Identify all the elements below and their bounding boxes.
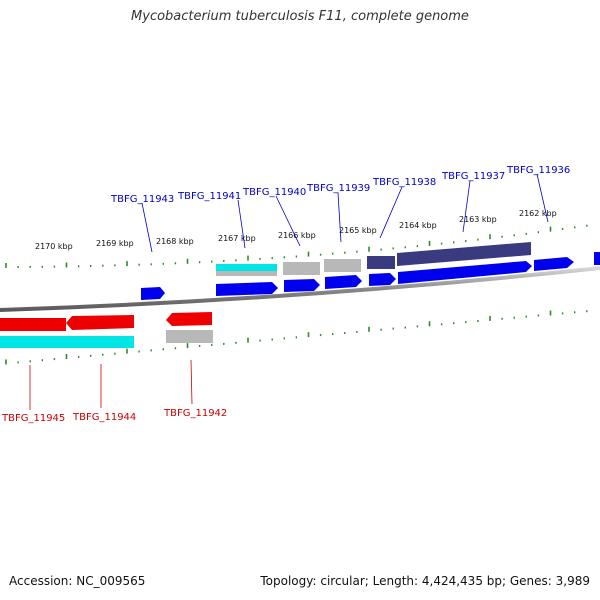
gene-feature[interactable]	[141, 287, 165, 300]
gene-label-top[interactable]: TBFG_11943	[110, 194, 174, 205]
gene-feature[interactable]	[0, 318, 66, 331]
gene-feature[interactable]	[369, 273, 396, 286]
position-label: 2167 kbp	[218, 234, 256, 243]
gene-label-top[interactable]: TBFG_11939	[306, 183, 370, 194]
gene-feature[interactable]	[166, 330, 213, 343]
accession-text: Accession: NC_009565	[9, 574, 146, 588]
gene-feature[interactable]	[66, 315, 134, 330]
position-label: 2162 kbp	[519, 209, 557, 218]
gene-label-top[interactable]: TBFG_11938	[372, 177, 436, 188]
gene-feature[interactable]	[284, 279, 320, 292]
gene-feature[interactable]	[166, 312, 212, 326]
position-label: 2166 kbp	[278, 231, 316, 240]
gene-track-forward	[141, 252, 600, 300]
gene-feature[interactable]	[534, 257, 574, 271]
map-title: Mycobacterium tuberculosis F11, complete…	[131, 9, 469, 24]
gene-feature[interactable]	[398, 261, 532, 284]
gene-feature[interactable]	[367, 256, 395, 269]
gene-label-top[interactable]: TBFG_11940	[242, 187, 306, 198]
gene-feature[interactable]	[216, 282, 278, 296]
gene-feature[interactable]	[325, 275, 362, 289]
gene-feature[interactable]	[283, 262, 320, 275]
gene-track-upper	[216, 242, 531, 276]
bottom-gene-labels: TBFG_11945 TBFG_11944 TBFG_11942	[1, 359, 227, 424]
position-label: 2168 kbp	[156, 237, 194, 246]
gene-label-top[interactable]: TBFG_11941	[177, 191, 241, 202]
top-tick-row	[5, 224, 588, 268]
top-gene-labels: TBFG_11943 TBFG_11941 TBFG_11940 TBFG_11…	[110, 165, 570, 253]
gene-feature[interactable]	[324, 259, 361, 272]
gene-track-lower	[0, 330, 213, 348]
gene-feature[interactable]	[397, 242, 531, 266]
gene-label-bottom[interactable]: TBFG_11942	[163, 408, 227, 419]
gene-feature[interactable]	[0, 336, 134, 348]
position-label: 2163 kbp	[459, 215, 497, 224]
position-label: 2169 kbp	[96, 239, 134, 248]
gene-feature[interactable]	[216, 264, 277, 276]
topology-text: Topology: circular; Length: 4,424,435 bp…	[260, 574, 590, 588]
gene-feature[interactable]	[594, 252, 600, 265]
position-labels: 2170 kbp 2169 kbp 2168 kbp 2167 kbp 2166…	[35, 209, 557, 251]
gene-label-bottom[interactable]: TBFG_11945	[1, 413, 65, 424]
gene-label-top[interactable]: TBFG_11937	[441, 171, 505, 182]
gene-label-top[interactable]: TBFG_11936	[506, 165, 570, 176]
gene-label-bottom[interactable]: TBFG_11944	[72, 412, 136, 423]
position-label: 2170 kbp	[35, 242, 73, 251]
gene-track-reverse	[0, 312, 212, 331]
position-label: 2165 kbp	[339, 226, 377, 235]
position-label: 2164 kbp	[399, 221, 437, 230]
bottom-tick-row	[5, 310, 588, 365]
genome-backbone	[0, 266, 600, 312]
